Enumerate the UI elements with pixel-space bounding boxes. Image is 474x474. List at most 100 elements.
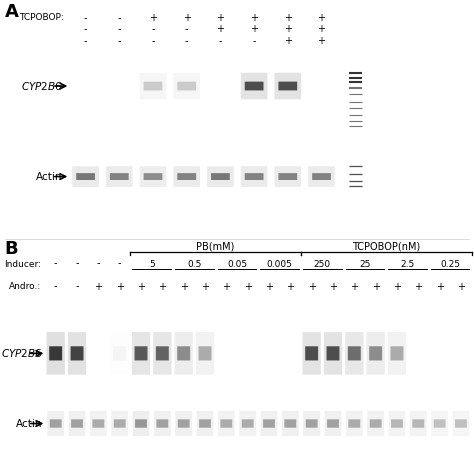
- FancyBboxPatch shape: [431, 411, 448, 436]
- FancyBboxPatch shape: [242, 419, 254, 428]
- FancyBboxPatch shape: [263, 419, 275, 428]
- Text: +: +: [318, 36, 326, 46]
- FancyBboxPatch shape: [239, 411, 256, 436]
- Text: +: +: [222, 282, 230, 292]
- Text: +: +: [201, 282, 209, 292]
- Text: -: -: [118, 24, 121, 34]
- FancyBboxPatch shape: [207, 166, 234, 187]
- FancyBboxPatch shape: [156, 419, 168, 428]
- FancyBboxPatch shape: [220, 419, 232, 428]
- Text: Actin: Actin: [36, 172, 63, 182]
- FancyBboxPatch shape: [303, 411, 320, 436]
- Text: 0.005: 0.005: [267, 260, 292, 269]
- FancyBboxPatch shape: [369, 346, 382, 360]
- FancyBboxPatch shape: [367, 411, 384, 436]
- FancyBboxPatch shape: [302, 332, 321, 374]
- FancyBboxPatch shape: [135, 346, 147, 360]
- FancyBboxPatch shape: [144, 173, 163, 180]
- FancyBboxPatch shape: [140, 73, 166, 100]
- Text: +: +: [414, 282, 422, 292]
- FancyBboxPatch shape: [50, 419, 62, 428]
- FancyBboxPatch shape: [261, 411, 277, 436]
- Text: +: +: [393, 282, 401, 292]
- FancyBboxPatch shape: [278, 173, 297, 180]
- Text: +: +: [329, 282, 337, 292]
- Text: -: -: [118, 36, 121, 46]
- FancyBboxPatch shape: [135, 419, 147, 428]
- FancyBboxPatch shape: [114, 419, 126, 428]
- FancyBboxPatch shape: [245, 82, 264, 91]
- FancyBboxPatch shape: [46, 332, 65, 374]
- FancyBboxPatch shape: [282, 411, 299, 436]
- FancyBboxPatch shape: [173, 73, 200, 100]
- Text: 25: 25: [359, 260, 371, 269]
- FancyBboxPatch shape: [49, 346, 62, 360]
- FancyBboxPatch shape: [391, 346, 403, 360]
- Text: +: +: [217, 24, 224, 34]
- Text: +: +: [284, 36, 292, 46]
- FancyBboxPatch shape: [324, 332, 342, 374]
- Text: 0.25: 0.25: [440, 260, 460, 269]
- Text: 0.05: 0.05: [227, 260, 247, 269]
- Text: +: +: [180, 282, 188, 292]
- FancyBboxPatch shape: [154, 411, 171, 436]
- FancyBboxPatch shape: [106, 166, 133, 187]
- Text: 250: 250: [314, 260, 331, 269]
- FancyBboxPatch shape: [177, 82, 196, 91]
- Text: TCPOBOP(nM): TCPOBOP(nM): [352, 241, 420, 251]
- Text: -: -: [151, 24, 155, 34]
- FancyBboxPatch shape: [410, 411, 427, 436]
- Text: Inducer:: Inducer:: [4, 260, 41, 269]
- Text: $\it{CYP2B6}$: $\it{CYP2B6}$: [21, 80, 63, 92]
- Text: +: +: [158, 282, 166, 292]
- Text: +: +: [308, 282, 316, 292]
- Text: -: -: [118, 13, 121, 23]
- Text: +: +: [457, 282, 465, 292]
- Text: +: +: [244, 282, 252, 292]
- Text: -: -: [54, 259, 57, 269]
- FancyBboxPatch shape: [305, 346, 318, 360]
- FancyBboxPatch shape: [199, 419, 211, 428]
- FancyBboxPatch shape: [327, 346, 339, 360]
- FancyBboxPatch shape: [68, 332, 86, 374]
- Text: PB(mM): PB(mM): [197, 241, 235, 251]
- Text: +: +: [284, 13, 292, 23]
- FancyBboxPatch shape: [245, 173, 264, 180]
- FancyBboxPatch shape: [453, 411, 469, 436]
- Text: +: +: [436, 282, 444, 292]
- Text: Andro.:: Andro.:: [9, 282, 41, 291]
- FancyBboxPatch shape: [366, 332, 385, 374]
- FancyBboxPatch shape: [370, 419, 382, 428]
- FancyBboxPatch shape: [306, 419, 318, 428]
- FancyBboxPatch shape: [346, 411, 363, 436]
- Text: -: -: [118, 259, 121, 269]
- Text: -: -: [219, 36, 222, 46]
- Text: -: -: [97, 259, 100, 269]
- Text: +: +: [116, 282, 124, 292]
- FancyBboxPatch shape: [348, 346, 361, 360]
- Text: +: +: [284, 24, 292, 34]
- FancyBboxPatch shape: [434, 419, 446, 428]
- Text: -: -: [84, 13, 87, 23]
- Text: +: +: [372, 282, 380, 292]
- FancyBboxPatch shape: [455, 419, 467, 428]
- FancyBboxPatch shape: [111, 411, 128, 436]
- FancyBboxPatch shape: [92, 419, 104, 428]
- FancyBboxPatch shape: [284, 419, 296, 428]
- FancyBboxPatch shape: [241, 166, 267, 187]
- FancyBboxPatch shape: [144, 82, 163, 91]
- FancyBboxPatch shape: [327, 419, 339, 428]
- FancyBboxPatch shape: [71, 419, 83, 428]
- FancyBboxPatch shape: [173, 166, 200, 187]
- Text: 2.5: 2.5: [401, 260, 415, 269]
- Text: +: +: [318, 13, 326, 23]
- FancyBboxPatch shape: [153, 332, 172, 374]
- FancyBboxPatch shape: [69, 411, 85, 436]
- FancyBboxPatch shape: [211, 173, 230, 180]
- FancyBboxPatch shape: [175, 411, 192, 436]
- FancyBboxPatch shape: [47, 411, 64, 436]
- FancyBboxPatch shape: [274, 73, 301, 100]
- Text: -: -: [84, 24, 87, 34]
- FancyBboxPatch shape: [156, 346, 169, 360]
- FancyBboxPatch shape: [196, 332, 214, 374]
